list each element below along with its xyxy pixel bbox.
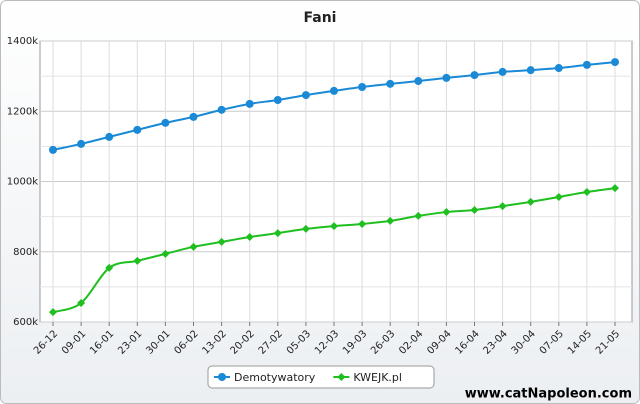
point: [301, 224, 310, 233]
point: [554, 64, 563, 73]
point: [470, 205, 479, 214]
point: [358, 83, 367, 92]
point: [498, 67, 507, 76]
point: [470, 71, 479, 80]
point: [386, 216, 395, 225]
point: [105, 132, 114, 141]
point: [301, 91, 310, 100]
point: [217, 237, 226, 246]
point: [133, 256, 142, 265]
point: [386, 79, 395, 88]
point: [49, 145, 57, 154]
y-tick-label: 1200k: [7, 106, 38, 117]
point: [337, 373, 346, 381]
point: [49, 308, 57, 317]
point: [330, 86, 338, 95]
point: [358, 220, 367, 229]
point: [245, 232, 254, 241]
point: [526, 197, 535, 206]
legend-box: [207, 365, 435, 389]
legend-label: Demotywatory: [234, 371, 316, 384]
point: [161, 249, 170, 258]
point: [498, 202, 507, 211]
point: [414, 77, 423, 86]
point: [77, 139, 86, 148]
y-tick-label: 800k: [13, 247, 38, 258]
point: [554, 192, 563, 201]
point: [526, 66, 535, 75]
y-tick-label: 600k: [13, 317, 38, 328]
watermark: www.catNapoleon.com: [465, 387, 632, 402]
point: [105, 263, 114, 272]
point: [442, 208, 451, 217]
point: [611, 184, 619, 193]
point: [611, 58, 619, 67]
y-tick-label: 1400k: [7, 36, 38, 47]
point: [245, 99, 254, 108]
point: [189, 112, 198, 121]
point: [582, 60, 591, 69]
point: [218, 373, 226, 381]
legend-label: KWEJK.pl: [353, 371, 402, 384]
point: [77, 299, 86, 308]
y-tick-label: 1000k: [7, 177, 38, 188]
point: [217, 105, 226, 114]
point: [442, 73, 451, 82]
point: [414, 211, 423, 220]
point: [133, 125, 142, 134]
point: [330, 222, 338, 231]
chart-title: Fani: [304, 10, 337, 26]
point: [273, 229, 282, 238]
point: [189, 242, 198, 251]
point: [273, 96, 282, 105]
point: [582, 188, 591, 197]
point: [161, 118, 170, 127]
